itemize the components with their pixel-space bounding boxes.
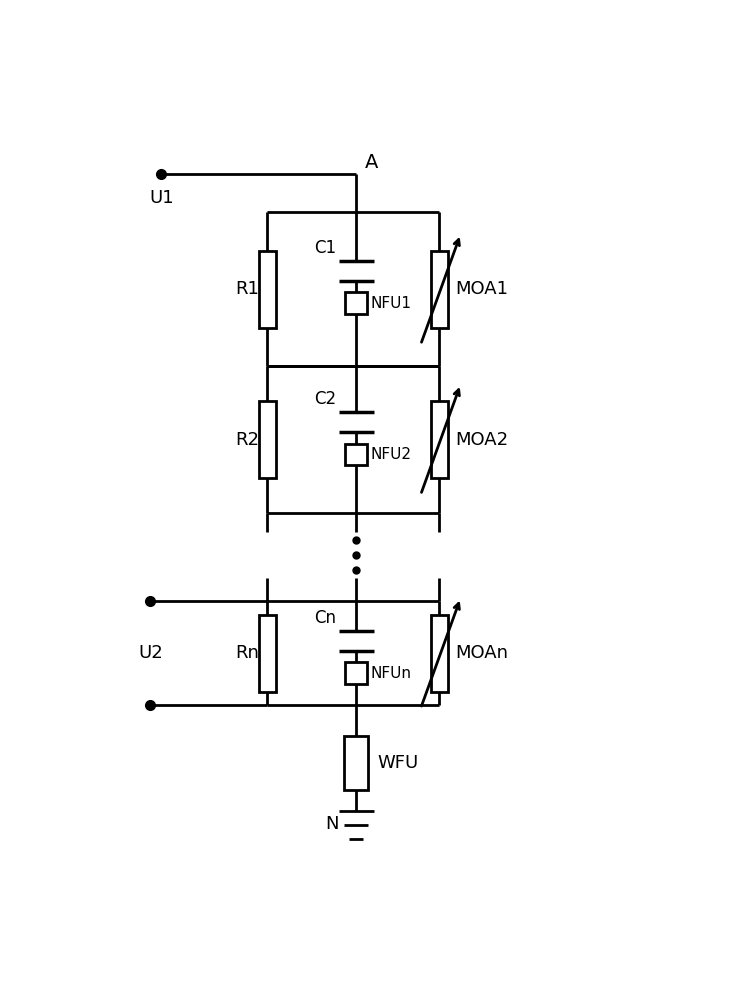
Text: Cn: Cn — [314, 609, 336, 627]
Text: MOAn: MOAn — [456, 644, 508, 662]
Text: C1: C1 — [314, 239, 336, 257]
Bar — [259, 401, 276, 478]
Text: C2: C2 — [314, 390, 336, 408]
Bar — [431, 615, 448, 692]
Text: NFU1: NFU1 — [370, 296, 411, 311]
Text: R2: R2 — [235, 431, 259, 449]
Text: N: N — [326, 815, 339, 833]
Bar — [346, 444, 367, 465]
Text: MOA2: MOA2 — [456, 431, 508, 449]
Text: NFU2: NFU2 — [370, 447, 411, 462]
Bar — [259, 251, 276, 328]
Bar — [431, 401, 448, 478]
Text: A: A — [365, 153, 378, 172]
Bar — [259, 615, 276, 692]
Text: NFUn: NFUn — [370, 666, 411, 681]
Text: WFU: WFU — [377, 754, 418, 772]
Text: U1: U1 — [149, 189, 175, 207]
Bar — [346, 662, 367, 684]
Text: Rn: Rn — [235, 644, 259, 662]
Text: U2: U2 — [138, 644, 163, 662]
Bar — [344, 736, 369, 790]
Bar — [346, 292, 367, 314]
Text: MOA1: MOA1 — [456, 280, 508, 298]
Bar — [431, 251, 448, 328]
Text: R1: R1 — [235, 280, 259, 298]
